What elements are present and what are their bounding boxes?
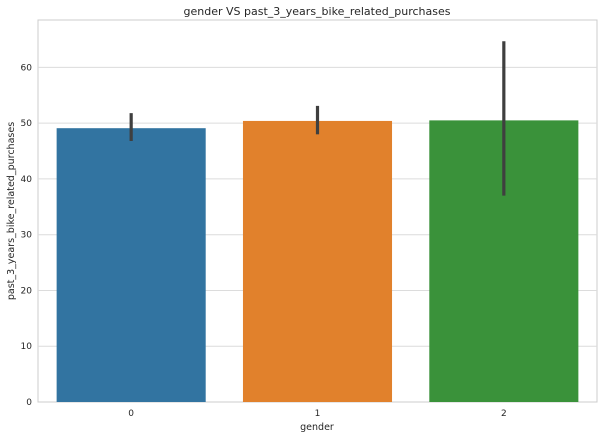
x-axis-label: gender <box>300 422 334 433</box>
chart-title: gender VS past_3_years_bike_related_purc… <box>184 5 451 18</box>
x-tick-label: 1 <box>315 409 321 419</box>
bar-0 <box>56 128 206 402</box>
y-tick-label: 60 <box>21 63 33 73</box>
y-axis-ticks: 0 10 20 30 40 50 60 <box>21 63 33 408</box>
bars <box>56 120 579 402</box>
bar-1 <box>242 120 393 402</box>
x-tick-label: 0 <box>128 409 134 419</box>
x-axis-ticks: 0 1 2 <box>128 409 506 419</box>
y-tick-label: 30 <box>21 231 33 241</box>
y-axis-label: past_3_years_bike_related_purchases <box>6 122 17 300</box>
y-tick-label: 40 <box>21 175 33 185</box>
y-tick-label: 20 <box>21 286 33 296</box>
x-tick-label: 2 <box>501 409 507 419</box>
error-bars <box>129 41 506 196</box>
y-tick-label: 10 <box>21 342 33 352</box>
y-tick-label: 50 <box>21 119 33 129</box>
y-tick-label: 0 <box>26 398 32 408</box>
